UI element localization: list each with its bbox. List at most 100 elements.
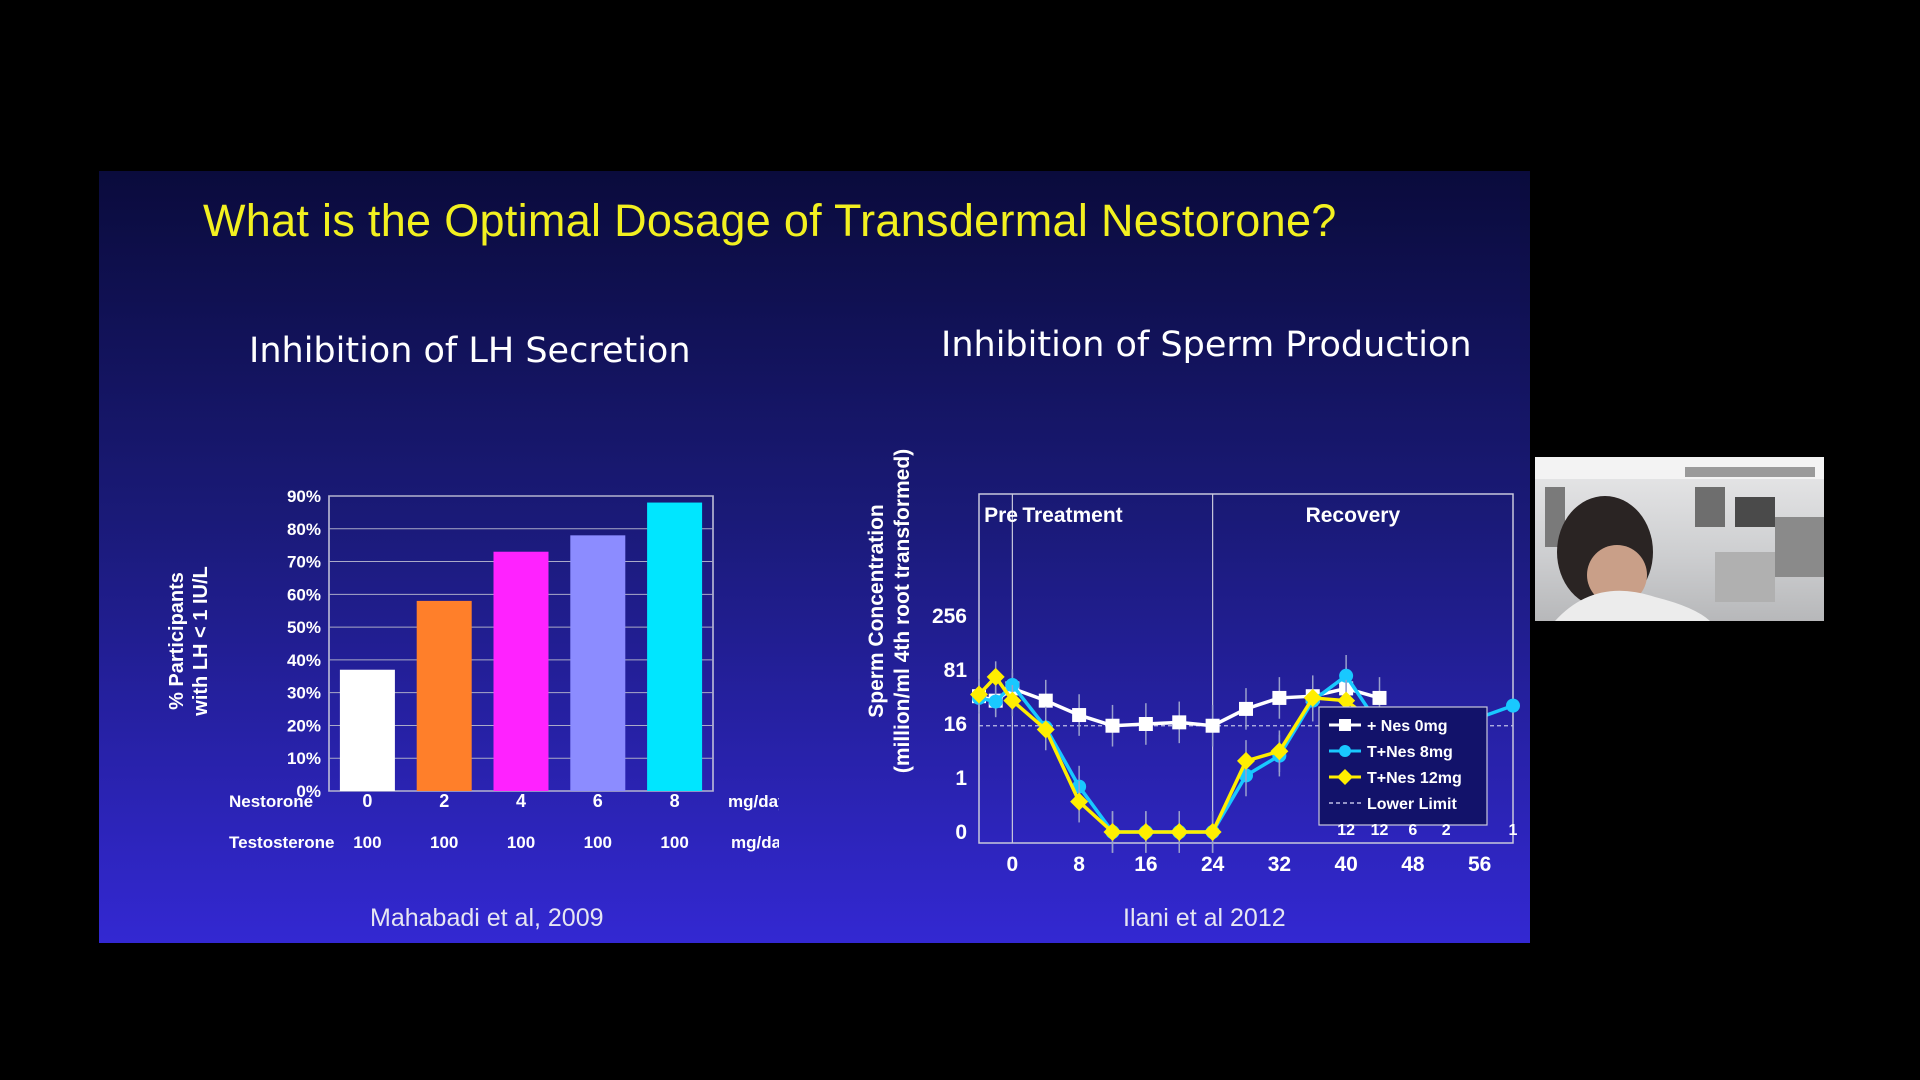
series-point — [1372, 690, 1387, 705]
series-point — [1003, 691, 1022, 710]
left-citation: Mahabadi et al, 2009 — [370, 904, 604, 932]
line-chart-y-tick: 1 — [955, 767, 967, 790]
slide-title: What is the Optimal Dosage of Transderma… — [203, 195, 1337, 246]
line-chart-y-label: Sperm Concentration (million/ml 4th root … — [865, 449, 914, 773]
nestorone-dose-label: 8 — [670, 791, 680, 811]
line-chart-bottom-counts: 12 12 6 2 1 — [1337, 822, 1517, 839]
phase-label: Recovery — [1306, 504, 1401, 527]
testosterone-row-label: Testosterone — [229, 833, 335, 852]
right-citation: Ilani et al 2012 — [1123, 904, 1286, 932]
series-point — [1105, 718, 1120, 733]
bar-chart-y-tick: 0% — [296, 782, 321, 801]
sperm-line-chart: Sperm Concentration (million/ml 4th root … — [865, 449, 1520, 876]
bar-chart-y-tick: 50% — [287, 618, 321, 637]
bottom-count-label: 1 — [1509, 822, 1518, 839]
series-point — [1303, 688, 1322, 707]
series-point — [1339, 668, 1354, 683]
line-chart-y-tick: 256 — [932, 605, 967, 628]
series-point — [1170, 823, 1189, 841]
nestorone-doses: 0 2 4 6 8 — [362, 791, 679, 811]
lh-chart-title: Inhibition of LH Secretion — [249, 331, 691, 371]
line-chart-x-tick: 40 — [1334, 853, 1357, 876]
bar-chart-y-label: % Participants with LH < 1 IU/L — [166, 566, 212, 716]
line-chart-x-tick: 0 — [1007, 853, 1019, 876]
legend-entry: Lower Limit — [1367, 796, 1457, 813]
bottom-count-label: 12 — [1337, 822, 1355, 839]
series-point — [1337, 691, 1356, 710]
bottom-count-label: 12 — [1371, 822, 1389, 839]
line-chart-y-tick: 16 — [944, 713, 967, 736]
testosterone-dose-label: 100 — [660, 833, 688, 852]
bar-chart-y-label-line1: % Participants — [166, 572, 188, 710]
line-chart-x-tick: 24 — [1201, 853, 1225, 876]
participant-video-image — [1535, 457, 1824, 621]
nestorone-dose-label: 0 — [362, 791, 372, 811]
legend-entry: T+Nes 12mg — [1367, 770, 1462, 787]
bar-chart-bar — [416, 600, 472, 791]
series-point — [1239, 701, 1253, 716]
participant-video-tile[interactable] — [1535, 457, 1824, 621]
nestorone-dose-label: 6 — [593, 791, 603, 811]
phase-label: Treatment — [1022, 504, 1122, 527]
nestorone-row-label: Nestorone — [229, 792, 313, 811]
series-point — [1172, 715, 1187, 730]
series-point — [1070, 792, 1089, 811]
bar-chart-y-tick: 10% — [287, 749, 321, 768]
series-point — [1103, 823, 1122, 841]
line-chart-x-tick: 56 — [1468, 853, 1491, 876]
line-chart-phases: Pre Treatment Recovery — [984, 494, 1400, 843]
testosterone-unit-label: mg/day — [731, 833, 779, 852]
bar-chart-y-tick: 80% — [287, 520, 321, 539]
testosterone-doses: 100 100 100 100 100 — [353, 833, 689, 852]
bar-chart-y-tick: 30% — [287, 684, 321, 703]
legend-entry: T+Nes 8mg — [1367, 744, 1453, 761]
legend-marker — [1337, 769, 1353, 785]
bar-chart-bar — [570, 535, 626, 791]
series-point — [1270, 742, 1289, 761]
series-point — [1203, 823, 1222, 841]
bar-chart-bar — [493, 551, 549, 791]
series-point — [1072, 708, 1087, 723]
series-point — [1136, 823, 1155, 841]
presentation-slide: What is the Optimal Dosage of Transderma… — [99, 171, 1530, 943]
phase-label: Pre — [984, 504, 1018, 527]
series-point — [1272, 690, 1287, 705]
legend-entry: + Nes 0mg — [1367, 718, 1447, 735]
series-point — [1036, 720, 1055, 739]
nestorone-dose-label: 4 — [516, 791, 526, 811]
line-chart-y-label-line1: Sperm Concentration — [865, 504, 888, 718]
legend-marker — [1339, 719, 1351, 731]
bar-chart-bars — [339, 502, 703, 791]
line-chart-ticks: 0 1 16 81 256 0 8 16 24 32 40 48 56 — [932, 605, 1491, 876]
testosterone-dose-label: 100 — [430, 833, 458, 852]
testosterone-dose-label: 100 — [584, 833, 612, 852]
series-point — [988, 694, 1003, 709]
line-chart-y-tick: 0 — [955, 821, 967, 844]
series-point — [1138, 717, 1153, 731]
series-point — [1506, 698, 1520, 713]
bar-chart-y-tick: 20% — [287, 716, 321, 735]
line-chart-y-label-line2: (million/ml 4th root transformed) — [891, 449, 914, 773]
bar-chart-y-tick: 70% — [287, 553, 321, 572]
bar-chart-bar — [647, 502, 703, 791]
testosterone-dose-label: 100 — [507, 833, 535, 852]
bottom-count-label: 2 — [1442, 822, 1451, 839]
bar-chart-y-tick: 90% — [287, 487, 321, 506]
nestorone-unit-label: mg/day — [728, 792, 779, 811]
line-chart-x-tick: 16 — [1134, 853, 1157, 876]
series-point — [1205, 718, 1220, 733]
series-point — [970, 685, 988, 704]
series-point — [1237, 751, 1255, 770]
series-point — [986, 667, 1005, 686]
bottom-count-label: 6 — [1408, 822, 1417, 839]
bar-chart-y-label-line2: with LH < 1 IU/L — [190, 566, 212, 716]
line-chart-x-tick: 8 — [1073, 853, 1085, 876]
line-chart-x-tick: 32 — [1268, 853, 1291, 876]
bar-chart-y-ticks: 0% 10% 20% 30% 40% 50% 60% 70% 80% 90% — [287, 487, 321, 801]
line-chart-plot-frame — [978, 493, 1514, 844]
testosterone-dose-label: 100 — [353, 833, 381, 852]
legend-marker — [1339, 745, 1351, 757]
line-chart-legend: + Nes 0mg T+Nes 8mg T+Nes 12mg Lower Limit — [1318, 706, 1488, 826]
lh-bar-chart: 0% 10% 20% 30% 40% 50% 60% 70% 80% 90% % Particip… — [166, 487, 779, 852]
series-point — [1038, 693, 1053, 708]
